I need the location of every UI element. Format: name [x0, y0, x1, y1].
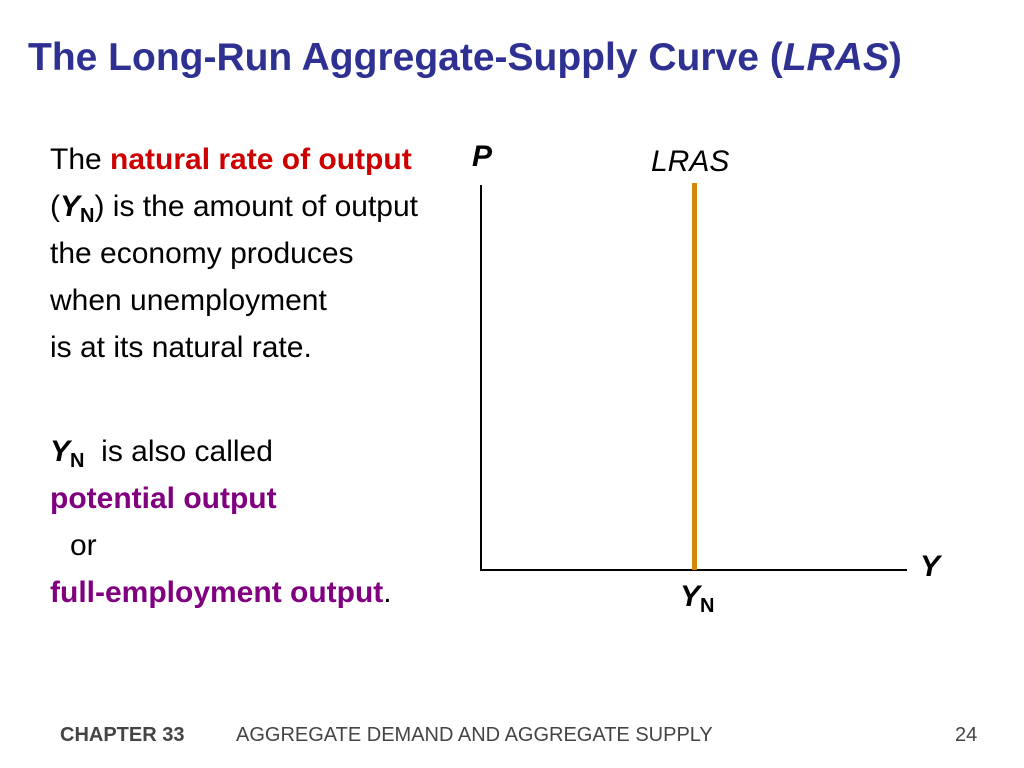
price-axis — [480, 185, 482, 571]
lras-label: LRAS — [651, 145, 730, 178]
footer-chapter: CHAPTER 33 — [60, 724, 185, 746]
footer-title: AGGREGATE DEMAND AND AGGREGATE SUPPLY — [236, 724, 713, 746]
yn2-symbol-n: N — [70, 450, 85, 472]
para1-line-2: the economy produces — [50, 237, 354, 270]
yn-label-y: Y — [680, 580, 701, 613]
para2-text-1: is also called — [92, 435, 273, 468]
full-employment-term: full-employment output — [50, 576, 384, 609]
potential-output-term: potential output — [50, 482, 277, 515]
definition-paragraph: The natural rate of output (YN) is the a… — [50, 136, 450, 371]
para1-line-4: is at its natural rate. — [50, 331, 312, 364]
slide-title: The Long-Run Aggregate-Supply Curve (LRA… — [28, 36, 902, 80]
potential-output-paragraph: YN is also called potential output or full-… — [50, 428, 450, 616]
or-word: or — [70, 529, 97, 562]
para1-text-3: ) is the amount of output — [94, 190, 418, 223]
price-axis-label: P — [472, 140, 493, 173]
para1-line-3: when unemployment — [50, 284, 327, 317]
yn-symbol-y: Y — [60, 190, 81, 223]
output-axis-label: Y — [920, 550, 941, 583]
title-lras: LRAS — [782, 36, 889, 79]
title-close: ) — [888, 36, 902, 79]
page-number: 24 — [955, 724, 978, 746]
para1-text-1: The — [50, 143, 111, 176]
para1-text-2: ( — [50, 190, 60, 223]
natural-rate-term: natural rate of output — [110, 143, 412, 176]
yn-axis-label: YN — [680, 580, 715, 617]
yn-symbol-n: N — [80, 205, 95, 227]
lras-curve — [692, 183, 697, 570]
para2-period: . — [383, 576, 392, 609]
yn2-symbol-y: Y — [50, 435, 71, 468]
output-axis — [480, 569, 907, 571]
title-text: The Long-Run Aggregate-Supply Curve ( — [28, 36, 783, 79]
yn-label-n: N — [700, 595, 715, 617]
